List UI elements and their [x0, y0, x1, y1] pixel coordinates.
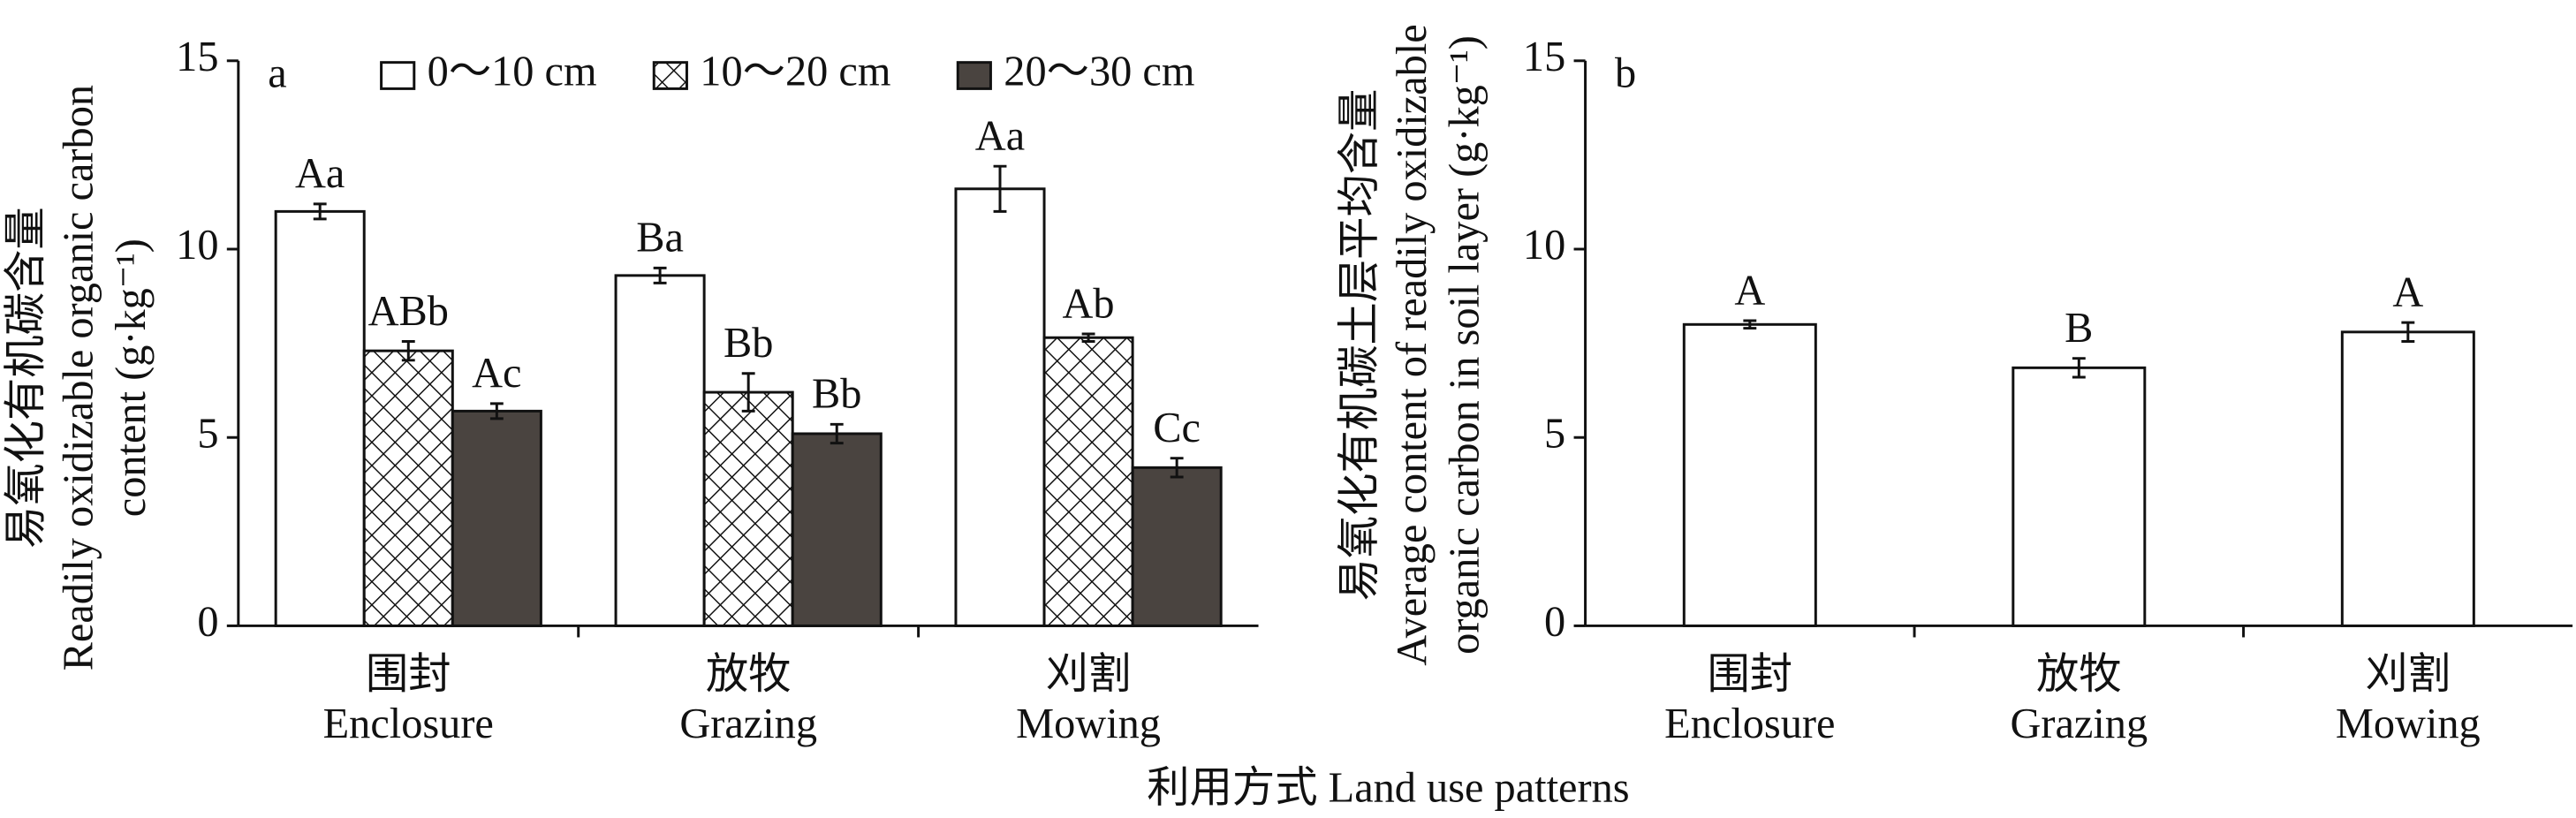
significance-label: Aa — [295, 150, 345, 197]
error-bar — [313, 202, 327, 221]
legend-label: 0～10 cm — [428, 49, 597, 95]
error-bar — [2401, 321, 2415, 343]
legend-swatch — [380, 61, 416, 90]
error-bar — [401, 340, 415, 362]
significance-label: B — [2065, 305, 2093, 352]
error-bar — [1743, 319, 1757, 330]
x-tick-label: Enclosure — [1664, 701, 1835, 747]
significance-label: A — [1734, 267, 1765, 314]
y-tick-label: 10 — [176, 222, 218, 269]
significance-label: Ac — [472, 350, 521, 397]
x-tick-label: Grazing — [679, 701, 817, 747]
significance-label: A — [2392, 269, 2423, 316]
x-tick-label: 围封 — [366, 651, 451, 698]
y-tick-label: 0 — [197, 599, 218, 646]
x-axis-title: 利用方式 Land use patterns — [1147, 764, 1629, 811]
y-axis-title: content (g·kg⁻¹) — [108, 239, 155, 517]
bar — [1682, 322, 1817, 627]
error-bar — [741, 372, 755, 413]
y-tick-label: 5 — [1544, 410, 1565, 457]
legend-label: 20～30 cm — [1004, 49, 1194, 95]
x-tick-label: Enclosure — [323, 701, 494, 747]
bar — [791, 432, 883, 627]
significance-label: Ba — [636, 215, 684, 261]
x-tick-label: 刈割 — [2365, 651, 2451, 698]
bar — [1042, 336, 1134, 627]
x-tick-label: Mowing — [2336, 701, 2481, 747]
error-bar — [1081, 332, 1095, 343]
legend-swatch — [956, 61, 992, 90]
error-bar — [993, 164, 1007, 213]
bar — [1131, 466, 1223, 627]
x-tick-label: 刈割 — [1046, 651, 1132, 698]
y-axis-title: Readily oxidizable organic carbon — [55, 85, 102, 670]
bar — [451, 409, 542, 627]
x-tick-label: 放牧 — [706, 651, 792, 698]
bar — [362, 349, 454, 627]
legend-swatch — [652, 61, 688, 90]
legend-label: 10～20 cm — [700, 49, 890, 95]
x-tick-label: Grazing — [2010, 701, 2148, 747]
x-tick-label: 围封 — [1707, 651, 1792, 698]
y-tick-label: 15 — [1523, 34, 1565, 80]
significance-label: Bb — [724, 320, 773, 367]
error-bar — [830, 422, 844, 445]
error-bar — [2072, 357, 2086, 379]
y-axis-title: 易氧化有机碳土层平均含量 — [1337, 89, 1383, 602]
panel-label: b — [1615, 49, 1636, 96]
bar — [702, 390, 794, 627]
bar — [274, 209, 366, 627]
significance-label: Ab — [1063, 280, 1115, 327]
y-axis-title: 易氧化有机碳含量 — [3, 207, 49, 549]
significance-label: Cc — [1153, 405, 1201, 451]
bar — [614, 274, 706, 627]
y-tick-label: 5 — [197, 410, 218, 457]
y-axis-title: Average content of readily oxidizable — [1389, 24, 1436, 665]
error-bar — [489, 402, 504, 420]
error-bar — [653, 266, 667, 284]
panel-label: a — [268, 49, 286, 96]
significance-label: ABb — [368, 288, 449, 335]
x-tick-label: Mowing — [1016, 701, 1161, 747]
x-tick-label: 放牧 — [2036, 651, 2122, 698]
significance-label: Bb — [812, 371, 861, 418]
y-tick-label: 15 — [176, 34, 218, 80]
bar — [2340, 330, 2475, 627]
bar — [954, 187, 1046, 627]
bar — [2012, 366, 2147, 627]
y-tick-label: 0 — [1544, 599, 1565, 646]
significance-label: Aa — [975, 113, 1025, 160]
y-axis-title: organic carbon in soil layer (g·kg⁻¹) — [1442, 35, 1489, 655]
y-tick-label: 10 — [1523, 222, 1565, 269]
error-bar — [1170, 457, 1184, 479]
